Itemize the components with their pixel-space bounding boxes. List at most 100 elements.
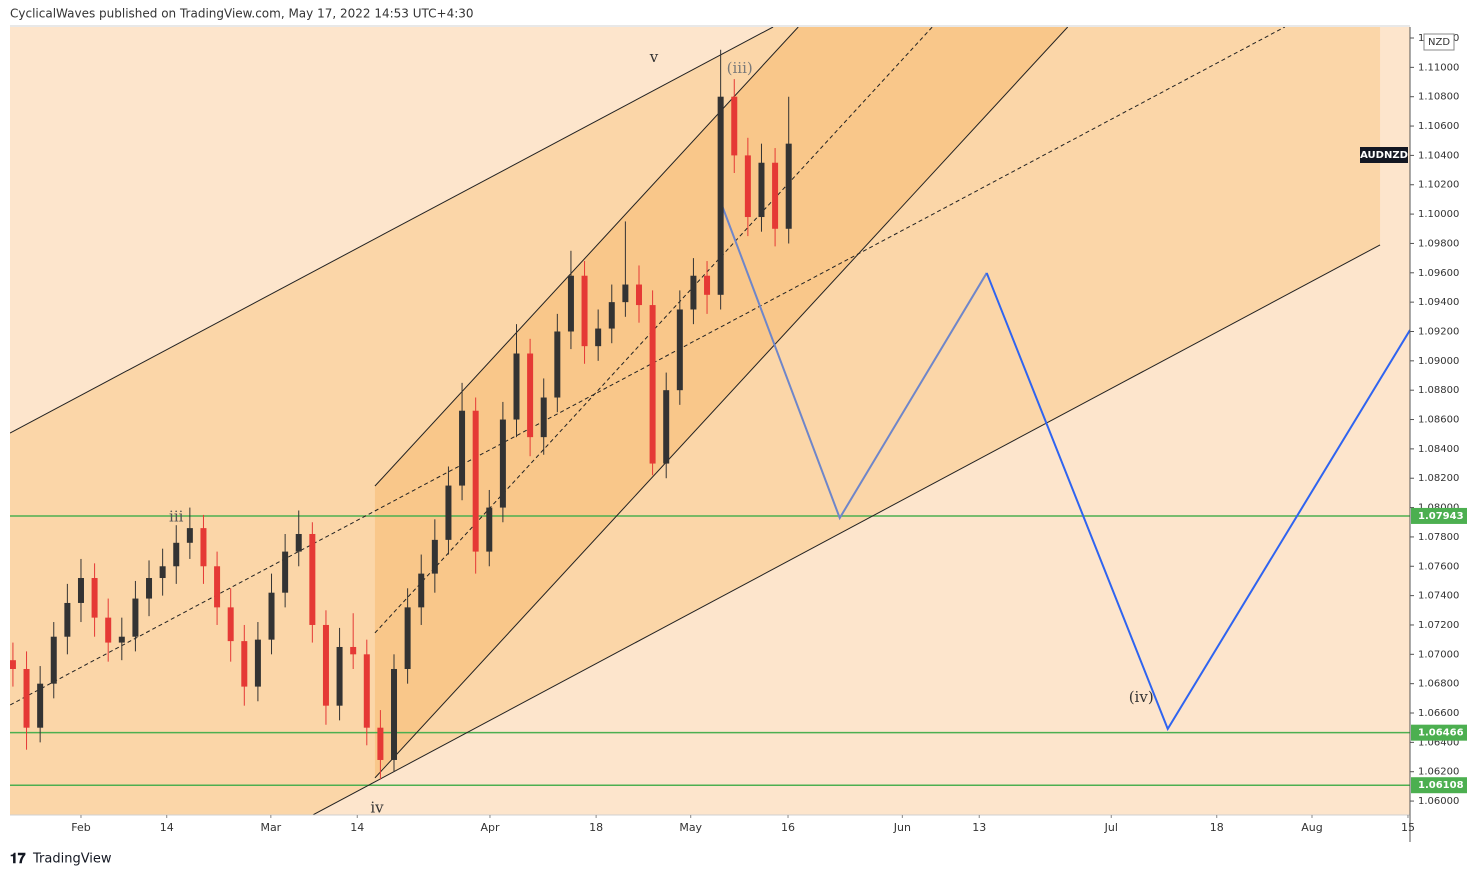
candle-body — [540, 397, 547, 438]
candle-body — [214, 566, 221, 608]
x-tick-label: May — [679, 821, 702, 834]
candle-body — [10, 660, 16, 669]
footer-logo: 𝟏𝟕 TradingView — [10, 851, 112, 867]
candle-body — [282, 551, 289, 593]
candle-body — [186, 528, 193, 543]
y-tick-label: 1.07400 — [1418, 591, 1459, 602]
candle-body — [309, 533, 316, 625]
candle-body — [118, 636, 125, 643]
candle-body — [377, 727, 384, 760]
y-tick-label: 1.09600 — [1418, 268, 1459, 279]
x-tick-label: Jul — [1104, 821, 1118, 834]
trend-line — [10, 27, 774, 434]
y-tick-label: 1.06600 — [1418, 708, 1459, 719]
x-tick-label: 13 — [972, 821, 986, 834]
y-tick-label: 1.11000 — [1418, 62, 1459, 73]
x-tick-label: 15 — [1401, 821, 1415, 834]
currency: NZD — [1428, 37, 1450, 48]
candle-body — [146, 578, 153, 599]
y-tick-label: 1.07600 — [1418, 561, 1459, 572]
y-tick-label: 1.10600 — [1418, 121, 1459, 132]
candle-body — [635, 284, 642, 306]
candle-body — [227, 607, 234, 642]
price-label: 1.07943 — [1418, 511, 1464, 522]
wave-label: (iv) — [1129, 688, 1154, 706]
candle-body — [486, 507, 493, 552]
x-tick-label: 16 — [781, 821, 795, 834]
y-tick-label: 1.10200 — [1418, 180, 1459, 191]
candle-body — [418, 573, 425, 608]
candle-body — [772, 162, 779, 229]
candle-body — [731, 96, 738, 156]
candle-body — [527, 353, 534, 438]
y-tick-label: 1.08800 — [1418, 385, 1459, 396]
y-tick-label: 1.06200 — [1418, 767, 1459, 778]
candle-body — [254, 639, 261, 687]
candle-body — [268, 592, 275, 640]
x-tick-label: 18 — [1210, 821, 1224, 834]
axes: 1.06000 1.06200 1.06400 1.06600 1.06800 1.070… — [10, 25, 1467, 842]
candle-body — [744, 155, 751, 218]
candle-body — [785, 143, 792, 229]
candle-body — [363, 654, 370, 728]
candle-body — [105, 617, 112, 643]
price-label: 1.06108 — [1418, 780, 1464, 791]
y-tick-label: 1.06800 — [1418, 679, 1459, 690]
trend-line — [374, 27, 799, 487]
candle-body — [322, 624, 329, 706]
y-tick-label: 1.08400 — [1418, 444, 1459, 455]
x-tick-label: Mar — [260, 821, 281, 834]
candle-body — [608, 302, 615, 329]
x-tick-label: Feb — [71, 821, 90, 834]
y-tick-label: 1.09800 — [1418, 238, 1459, 249]
candle-body — [499, 419, 506, 508]
candle-body — [459, 410, 466, 486]
y-tick-label: 1.08600 — [1418, 415, 1459, 426]
footer-brand: TradingView — [32, 852, 112, 867]
candle-body — [391, 668, 398, 760]
candle-body — [554, 331, 561, 398]
y-tick-label: 1.10800 — [1418, 92, 1459, 103]
candle-body — [513, 353, 520, 420]
candle-body — [23, 668, 30, 728]
wave-label: iv — [370, 799, 384, 817]
candle-body — [595, 328, 602, 347]
candle-body — [200, 528, 207, 567]
candle-body — [676, 309, 683, 391]
candle-body — [622, 284, 629, 303]
candle-body — [663, 390, 670, 464]
logo-icon: 𝟏𝟕 — [10, 851, 26, 867]
x-tick-label: Aug — [1301, 821, 1322, 834]
y-tick-label: 1.09200 — [1418, 326, 1459, 337]
x-tick-label: 18 — [589, 821, 603, 834]
y-tick-label: 1.08200 — [1418, 473, 1459, 484]
y-tick-label: 1.09400 — [1418, 297, 1459, 308]
y-tick-label: 1.06000 — [1418, 796, 1459, 807]
candle-body — [64, 602, 71, 637]
price-label-box — [1411, 507, 1467, 524]
trend-line — [374, 27, 1069, 779]
price-label-box — [1411, 777, 1467, 794]
candle-body — [336, 646, 343, 706]
y-tick-label: 1.10400 — [1418, 150, 1459, 161]
candle-body — [445, 485, 452, 540]
y-tick-label: 1.09000 — [1418, 356, 1459, 367]
price-label-box — [1411, 724, 1467, 741]
wave-label: iii — [169, 508, 184, 526]
candle-body — [581, 275, 588, 347]
candle-body — [472, 410, 479, 552]
candle-body — [758, 162, 765, 218]
candle-body — [173, 542, 180, 567]
candle-body — [649, 305, 656, 464]
header: CyclicalWaves published on TradingView.c… — [10, 7, 474, 21]
y-tick-label: 1.07800 — [1418, 532, 1459, 543]
trend-line — [719, 199, 988, 521]
trend-line — [985, 272, 1410, 732]
candle-body — [77, 578, 84, 603]
candle-body — [159, 566, 166, 579]
plot-area: v (iii) iii iv (iv) — [10, 27, 1410, 817]
y-tick-label: 1.07000 — [1418, 649, 1459, 660]
price-label: 1.06466 — [1418, 728, 1464, 739]
